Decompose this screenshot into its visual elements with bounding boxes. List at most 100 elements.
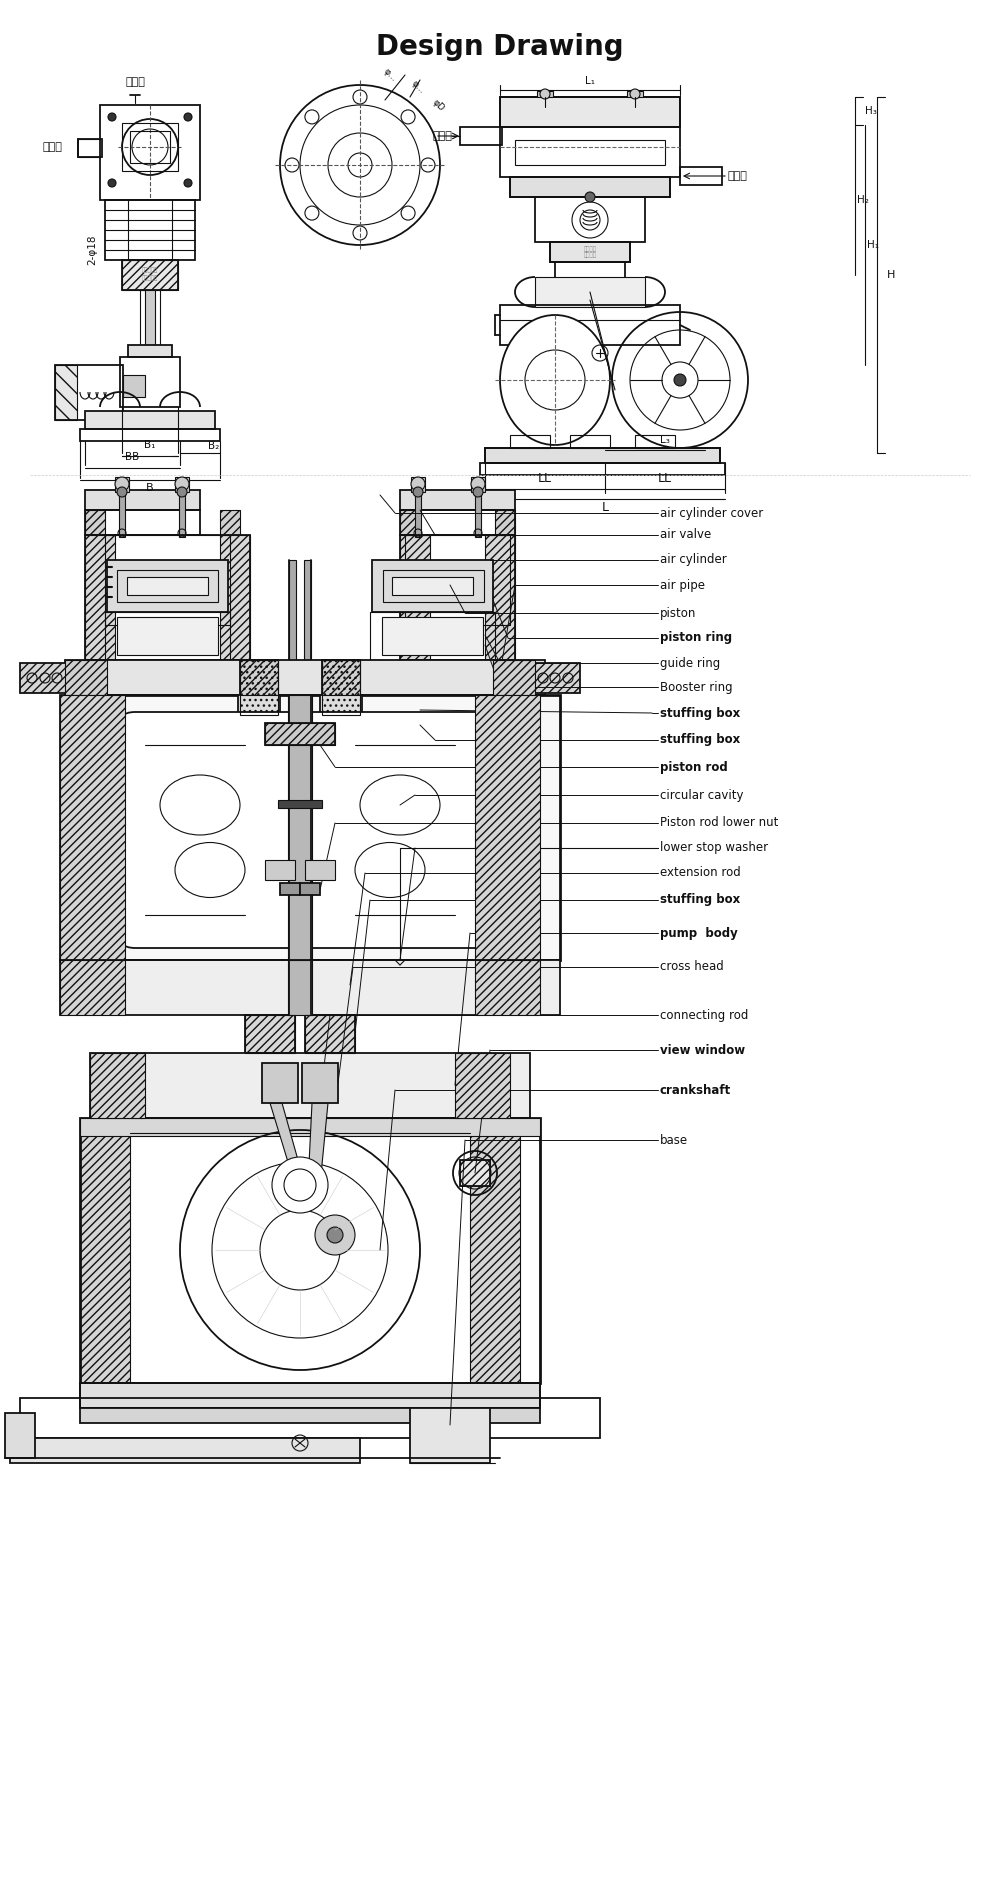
Bar (60, 959, 125, 1014)
Bar (535, 198, 645, 242)
Bar (60, 695, 125, 959)
Bar (85, 535, 250, 660)
Bar (537, 91, 553, 97)
Text: Booster ring: Booster ring (660, 681, 733, 693)
FancyBboxPatch shape (117, 712, 503, 948)
Text: Piston rod lower nut: Piston rod lower nut (660, 816, 778, 830)
Bar (515, 141, 665, 166)
Text: B: B (146, 483, 154, 493)
Bar (175, 478, 189, 493)
Bar (220, 510, 240, 535)
Circle shape (630, 89, 640, 99)
Text: L₁: L₁ (585, 76, 595, 86)
Text: 出水口: 出水口 (125, 76, 145, 88)
Bar (105, 613, 230, 660)
Bar (475, 695, 540, 959)
Text: 某某某某某: 某某某某某 (142, 266, 158, 272)
Bar (510, 436, 550, 447)
Bar (382, 617, 483, 655)
Bar (265, 723, 335, 744)
Bar (65, 660, 107, 695)
Circle shape (184, 179, 192, 186)
Bar (130, 131, 170, 164)
Text: guide ring: guide ring (660, 657, 720, 670)
Bar (280, 883, 300, 894)
Text: φD: φD (430, 97, 446, 112)
Bar (570, 436, 610, 447)
Bar (500, 128, 680, 177)
Bar (85, 535, 115, 660)
Bar (635, 436, 675, 447)
Bar (179, 493, 185, 537)
Circle shape (327, 1227, 343, 1243)
Text: 2-φ18: 2-φ18 (87, 234, 97, 265)
Bar (20, 1399, 600, 1439)
Bar (60, 959, 560, 1014)
Bar (265, 723, 335, 744)
Text: B₁: B₁ (144, 440, 156, 449)
Bar (495, 510, 515, 535)
Circle shape (115, 478, 129, 491)
Bar (65, 660, 545, 695)
Bar (240, 660, 278, 695)
Text: stuffing box: stuffing box (660, 733, 740, 746)
Text: connecting rod: connecting rod (660, 1009, 748, 1022)
Bar (245, 1014, 295, 1052)
Bar (475, 959, 540, 1014)
Bar (80, 1408, 540, 1423)
Bar (78, 139, 102, 158)
Bar (370, 613, 495, 660)
Circle shape (117, 487, 127, 497)
Bar (105, 535, 230, 624)
Circle shape (411, 478, 425, 491)
Text: piston: piston (660, 607, 696, 620)
Bar (117, 571, 218, 601)
Bar (80, 1117, 540, 1383)
Text: φ...: φ... (410, 78, 426, 95)
Bar (10, 1439, 360, 1463)
Text: piston ring: piston ring (660, 632, 732, 645)
Bar (535, 278, 645, 306)
Text: stuffing box: stuffing box (660, 894, 740, 906)
Bar (372, 559, 493, 613)
Text: H₁: H₁ (867, 240, 879, 249)
Circle shape (175, 478, 189, 491)
Bar (400, 489, 515, 510)
Bar (485, 447, 720, 462)
Text: stuffing box: stuffing box (660, 706, 740, 719)
Bar (460, 1161, 490, 1186)
Text: L: L (602, 500, 608, 514)
Bar (305, 860, 335, 879)
Circle shape (540, 89, 550, 99)
Circle shape (108, 112, 116, 122)
Bar (238, 695, 280, 725)
Circle shape (177, 487, 187, 497)
Bar (245, 1014, 295, 1052)
Bar (122, 124, 178, 171)
Bar (90, 1052, 530, 1117)
Text: air cylinder: air cylinder (660, 554, 727, 567)
Bar (500, 97, 680, 128)
Text: piston rod: piston rod (660, 761, 728, 773)
Bar (55, 365, 123, 421)
Bar (302, 1064, 338, 1104)
Bar (122, 261, 178, 289)
Bar (405, 535, 510, 624)
Bar (5, 1414, 35, 1458)
Bar (455, 1052, 510, 1117)
Bar (485, 447, 720, 462)
Bar (90, 1052, 145, 1117)
Bar (530, 662, 580, 693)
Circle shape (471, 478, 485, 491)
Text: circular cavity: circular cavity (660, 788, 744, 801)
Text: 排气口: 排气口 (432, 131, 452, 141)
Bar (120, 358, 180, 407)
Bar (510, 177, 670, 198)
Bar (107, 559, 228, 613)
Bar (500, 304, 680, 344)
Bar (322, 660, 360, 716)
Polygon shape (270, 1104, 305, 1186)
Bar (240, 660, 278, 716)
Bar (145, 289, 155, 344)
Bar (80, 1383, 540, 1408)
